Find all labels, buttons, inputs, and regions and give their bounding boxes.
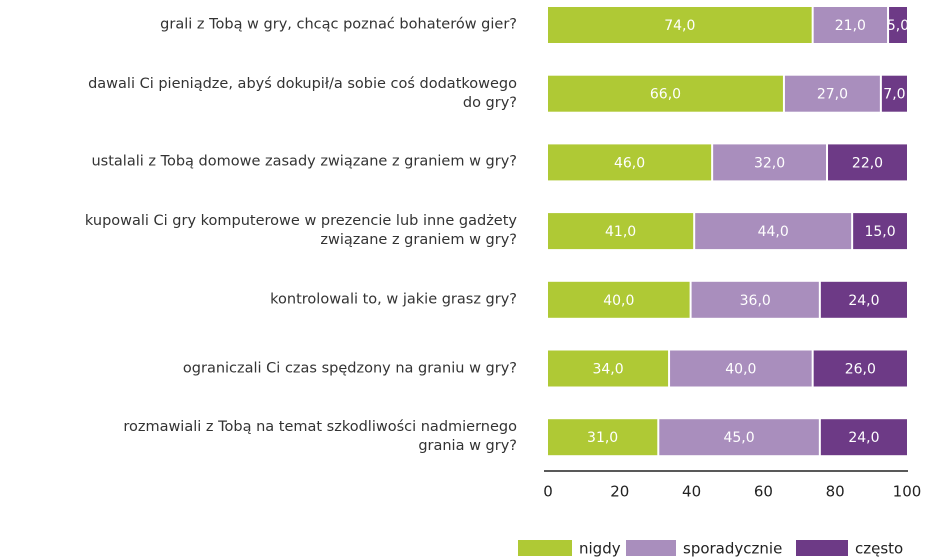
value-label: 40,0 (725, 362, 756, 378)
legend-swatch (626, 540, 676, 556)
bar-segment (784, 75, 880, 112)
value-label: 24,0 (848, 430, 879, 446)
value-label: 74,0 (664, 18, 695, 34)
bar-segment (548, 213, 694, 250)
value-label: 26,0 (845, 362, 876, 378)
x-tick-label: 60 (754, 483, 773, 501)
bar-segment (548, 281, 690, 318)
value-label: 27,0 (817, 87, 848, 103)
value-label: 34,0 (592, 362, 623, 378)
category-label: ograniczali Ci czas spędzony na graniu w… (182, 360, 517, 376)
category-label: ustalali z Tobą domowe zasady związane z… (91, 153, 517, 170)
value-label: 36,0 (740, 293, 771, 309)
value-label: 66,0 (650, 87, 681, 103)
bar-segment (820, 419, 907, 456)
bar-segment (548, 350, 669, 387)
x-tick-label: 20 (610, 483, 629, 501)
value-label: 44,0 (758, 224, 789, 240)
bar-segment (670, 350, 812, 387)
category-label: rozmawiali z Tobą na temat szkodliwości … (123, 419, 517, 455)
bar-segment (548, 144, 712, 181)
bar-segment (548, 419, 658, 456)
category-label: kupowali Ci gry komputerowe w prezencie … (84, 213, 517, 249)
value-label: 46,0 (614, 155, 645, 171)
legend-label: sporadycznie (683, 540, 782, 558)
bar-segment (828, 144, 907, 181)
value-label: 15,0 (864, 224, 895, 240)
bar-segment (691, 281, 819, 318)
legend-swatch (518, 540, 572, 556)
bar-segment (548, 75, 783, 112)
bar-segment (881, 75, 907, 112)
value-label: 45,0 (723, 430, 754, 446)
bar-segment (813, 7, 888, 43)
value-label: 32,0 (754, 155, 785, 171)
category-label: kontrolowali to, w jakie grasz gry? (270, 291, 517, 308)
bar-segment (853, 213, 907, 250)
bar-segment (548, 7, 812, 43)
value-label: 5,0 (887, 18, 909, 34)
value-label: 41,0 (605, 224, 636, 240)
value-label: 40,0 (603, 293, 634, 309)
bar-segment (820, 281, 907, 318)
bar-segment (695, 213, 852, 250)
legend-label: nigdy (579, 540, 621, 558)
value-label: 21,0 (835, 18, 866, 34)
x-tick-label: 40 (682, 483, 701, 501)
category-label: dawali Ci pieniądze, abyś dokupił/a sobi… (88, 75, 517, 111)
bar-segment (889, 7, 907, 43)
x-tick-label: 80 (826, 483, 845, 501)
bar-segment (713, 144, 827, 181)
legend-label: często (855, 540, 903, 558)
legend-swatch (796, 540, 848, 556)
category-label: grali z Tobą w gry, chcąc poznać bohater… (160, 16, 517, 33)
bar-segment (659, 419, 819, 456)
value-label: 31,0 (587, 430, 618, 446)
value-label: 24,0 (848, 293, 879, 309)
x-tick-label: 0 (543, 483, 553, 501)
value-label: 7,0 (883, 87, 905, 103)
value-label: 22,0 (852, 155, 883, 171)
bar-segment (813, 350, 907, 387)
x-tick-label: 100 (893, 483, 922, 501)
